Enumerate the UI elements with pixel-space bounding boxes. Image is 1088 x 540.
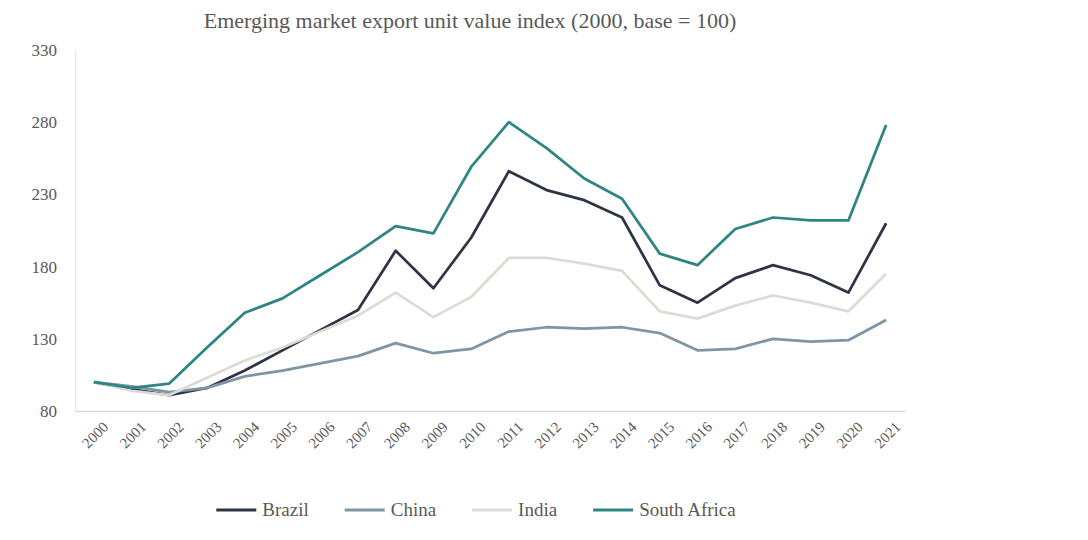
x-tick-label: 2018: [758, 419, 791, 452]
title: Emerging market export unit value index …: [204, 8, 737, 33]
x-tick-label: 2015: [645, 419, 678, 452]
x-axis-line: [76, 411, 906, 413]
x-tick-label: 2011: [494, 419, 526, 451]
x-tick: 2014: [607, 411, 640, 451]
x-tick: 2013: [569, 411, 602, 451]
x-tick-label: 2013: [569, 419, 602, 452]
x-tick-label: 2005: [268, 419, 301, 452]
x-tick-label: 2006: [305, 418, 338, 451]
x-tick: 2015: [645, 411, 678, 451]
x-tick-label: 2003: [192, 419, 225, 452]
x-tick: 2007: [343, 411, 376, 451]
legend-swatch: [593, 509, 633, 512]
x-tick-label: 2016: [683, 418, 716, 451]
x-tick-label: 2012: [532, 419, 565, 452]
x-tick-label: 2000: [79, 419, 112, 452]
legend-swatch: [472, 509, 512, 512]
y-tick: 330: [32, 41, 76, 60]
y-tick-label: 280: [32, 113, 58, 132]
x-tick: 2004: [230, 411, 263, 451]
x-tick: 2009: [418, 411, 451, 451]
y-tick: 80: [40, 402, 75, 421]
y-axis: 80 130 180 230 280 330: [32, 41, 76, 421]
x-tick-label: 2002: [154, 419, 187, 452]
x-tick: 2006: [305, 411, 338, 451]
legend-label: China: [391, 499, 437, 520]
x-tick: 2000: [79, 411, 112, 451]
legend-label: South Africa: [639, 499, 736, 520]
legend-item: China: [345, 499, 437, 520]
x-tick-label: 2010: [456, 419, 489, 452]
x-tick: 2019: [796, 411, 829, 451]
y-tick-label: 180: [32, 258, 58, 277]
legend-label: India: [518, 499, 558, 520]
x-tick: 2001: [117, 411, 150, 451]
series-line: [94, 320, 886, 392]
legend-item: Brazil: [216, 499, 308, 520]
x-tick-label: 2020: [833, 419, 866, 452]
x-tick: 2011: [494, 411, 526, 451]
x-tick: 2012: [532, 411, 565, 451]
x-tick-label: 2001: [117, 419, 150, 452]
x-tick: 2016: [683, 411, 716, 451]
x-tick: 2020: [833, 411, 866, 451]
x-tick-label: 2021: [871, 419, 904, 452]
x-tick: 2002: [154, 411, 187, 451]
x-tick: 2005: [268, 411, 301, 451]
y-tick: 130: [32, 330, 76, 349]
x-axis: 2000200120022003200420052006200720082009…: [76, 411, 906, 451]
legend-item: South Africa: [593, 499, 736, 520]
series-line: [94, 258, 886, 395]
x-tick: 2017: [720, 411, 753, 451]
y-tick: 230: [32, 185, 76, 204]
y-tick-label: 330: [32, 41, 58, 60]
lines: [94, 122, 886, 395]
x-tick-label: 2009: [418, 419, 451, 452]
x-tick-label: 2007: [343, 418, 376, 451]
series-line: [94, 122, 886, 388]
x-tick-label: 2019: [796, 419, 829, 452]
x-tick-label: 2014: [607, 418, 640, 451]
legend-label: Brazil: [262, 499, 308, 520]
x-tick: 2021: [871, 411, 904, 451]
legend-swatch: [345, 509, 385, 512]
y-tick-label: 230: [32, 185, 58, 204]
y-tick-label: 130: [32, 330, 58, 349]
y-tick: 280: [32, 113, 76, 132]
x-tick-label: 2017: [720, 418, 753, 451]
x-tick: 2018: [758, 411, 791, 451]
x-tick-label: 2008: [381, 419, 414, 452]
x-tick-label: 2004: [230, 418, 263, 451]
x-tick: 2008: [381, 411, 414, 451]
legend-swatch: [216, 509, 256, 512]
x-tick: 2003: [192, 411, 225, 451]
legend-item: India: [472, 499, 558, 520]
series-line: [94, 171, 886, 395]
y-axis-line: [75, 51, 76, 412]
legend: Brazil China India South Africa: [216, 499, 736, 520]
y-tick-label: 80: [40, 402, 57, 421]
chart: Emerging market export unit value index …: [0, 0, 1088, 540]
y-tick: 180: [32, 258, 76, 277]
x-tick: 2010: [456, 411, 489, 451]
